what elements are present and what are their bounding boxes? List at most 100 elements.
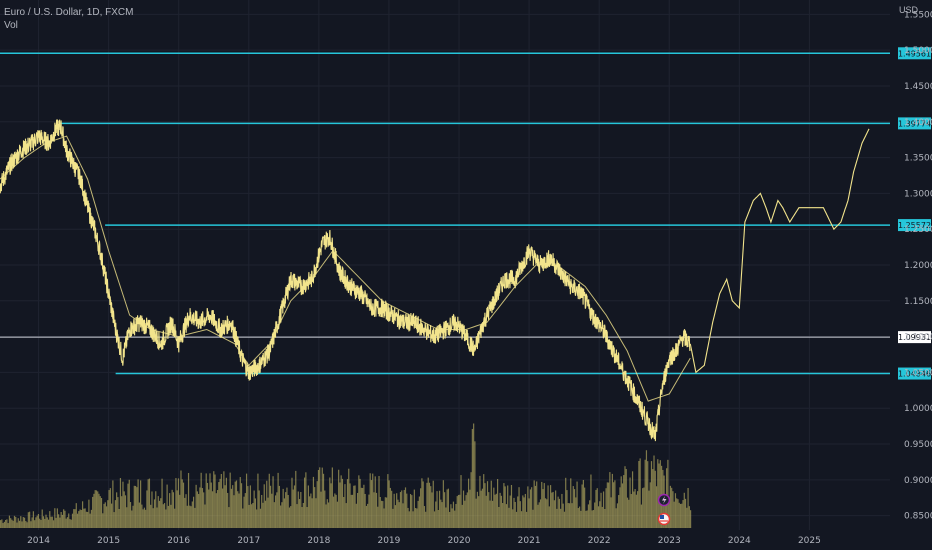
volume-bar bbox=[599, 501, 601, 528]
volume-bar bbox=[244, 493, 246, 528]
time-tick-label: 2023 bbox=[658, 536, 681, 546]
volume-bar bbox=[454, 510, 456, 528]
volume-bar bbox=[397, 499, 399, 528]
volume-bar bbox=[586, 510, 588, 528]
volume-bar bbox=[59, 517, 61, 528]
volume-bar bbox=[285, 492, 287, 528]
volume-bar bbox=[201, 488, 204, 528]
volume-bar bbox=[333, 496, 335, 528]
volume-bar bbox=[457, 494, 460, 528]
volume-bar bbox=[31, 517, 33, 528]
volume-bar bbox=[413, 489, 415, 528]
volume-bar bbox=[339, 482, 341, 528]
volume-bar bbox=[112, 480, 114, 528]
volume-bar bbox=[388, 480, 390, 528]
volume-bar bbox=[368, 494, 370, 528]
volume-bar bbox=[254, 498, 257, 528]
volume-bar bbox=[396, 493, 398, 528]
volume-bar bbox=[596, 488, 598, 528]
time-tick-label: 2025 bbox=[798, 536, 821, 546]
volume-bar bbox=[447, 488, 450, 528]
volume-bar bbox=[504, 486, 506, 528]
volume-bar bbox=[489, 500, 491, 528]
projection-path[interactable] bbox=[689, 128, 870, 374]
volume-bar bbox=[206, 482, 209, 528]
volume-bar bbox=[148, 478, 151, 528]
volume-bar bbox=[505, 504, 508, 528]
volume-bar bbox=[262, 502, 264, 528]
volume-bar bbox=[498, 506, 500, 528]
volume-bar bbox=[21, 521, 23, 528]
volume-bar bbox=[481, 488, 484, 528]
volume-bar bbox=[678, 502, 680, 528]
volume-bar bbox=[387, 474, 389, 528]
volume-bar bbox=[623, 475, 625, 528]
volume-bar bbox=[500, 495, 502, 528]
volume-bar bbox=[630, 494, 632, 528]
volume-bar bbox=[15, 516, 17, 528]
volume-bar bbox=[557, 496, 559, 528]
volume-bar bbox=[635, 494, 637, 528]
symbol-title[interactable]: Euro / U.S. Dollar, 1D, FXCM bbox=[4, 7, 134, 18]
volume-bar bbox=[355, 503, 357, 528]
volume-bar bbox=[174, 508, 176, 528]
volume-bar bbox=[282, 488, 284, 528]
event-icons[interactable] bbox=[657, 493, 671, 526]
volume-bar bbox=[88, 499, 90, 528]
volume-bar bbox=[417, 500, 419, 528]
volume-bar bbox=[142, 509, 144, 528]
volume-bar bbox=[251, 504, 253, 528]
volume-bar bbox=[203, 492, 205, 528]
volume-bar bbox=[257, 473, 259, 528]
volume-bar bbox=[674, 493, 677, 528]
volume-bar bbox=[329, 477, 331, 528]
volume-bar bbox=[527, 486, 529, 528]
volume-bar bbox=[300, 491, 302, 528]
volume-bar bbox=[34, 520, 36, 528]
volume-bar bbox=[480, 490, 482, 528]
volume-bar bbox=[219, 478, 221, 528]
volume-indicator-label[interactable]: Vol bbox=[4, 20, 18, 31]
horizontal-levels[interactable]: 1.49561 1.39774 1.25572 1.09931 1.04846 bbox=[0, 47, 931, 380]
volume-bar bbox=[70, 519, 72, 528]
volume-bar bbox=[208, 489, 210, 528]
volume-bar bbox=[103, 503, 105, 528]
volume-bar bbox=[423, 506, 426, 528]
volume-bar bbox=[162, 504, 164, 528]
volume-bar bbox=[20, 516, 22, 528]
volume-bar bbox=[556, 508, 558, 528]
grid bbox=[0, 0, 890, 530]
volume-bar bbox=[684, 498, 687, 528]
volume-bar bbox=[92, 496, 94, 528]
volume-bar bbox=[466, 492, 468, 528]
volume-bar bbox=[418, 496, 420, 528]
volume-bar bbox=[327, 502, 330, 528]
price-tick-label: 1.30000 bbox=[904, 189, 932, 199]
volume-bar bbox=[225, 477, 227, 528]
time-axis[interactable]: 2014 2015 2016 2017 2018 2019 2020 2021 2022 2023… bbox=[27, 536, 821, 546]
price-axis[interactable]: 0.85000 0.90000 0.95000 1.00000 1.05000 1.100… bbox=[904, 10, 932, 521]
volume-bar bbox=[462, 490, 465, 528]
volume-bar bbox=[374, 476, 376, 528]
projection-line[interactable] bbox=[689, 128, 870, 374]
volume-bar bbox=[123, 491, 125, 528]
volume-bar bbox=[633, 491, 635, 528]
volume-bar bbox=[102, 513, 104, 528]
volume-bar bbox=[473, 423, 475, 528]
volume-bar bbox=[32, 511, 34, 528]
volume-bar bbox=[83, 508, 85, 528]
volume-bar bbox=[518, 487, 520, 528]
volume-bar bbox=[602, 491, 605, 528]
volume-bar bbox=[277, 472, 279, 528]
volume-bar bbox=[50, 516, 52, 528]
volume-bar bbox=[150, 504, 152, 528]
volume-bar bbox=[312, 476, 315, 528]
volume-bar bbox=[94, 490, 96, 528]
volume-bar bbox=[210, 482, 212, 528]
volume-bar bbox=[358, 475, 360, 528]
volume-bar bbox=[621, 483, 624, 528]
volume-bar bbox=[456, 496, 458, 528]
volume-bar bbox=[25, 520, 27, 528]
